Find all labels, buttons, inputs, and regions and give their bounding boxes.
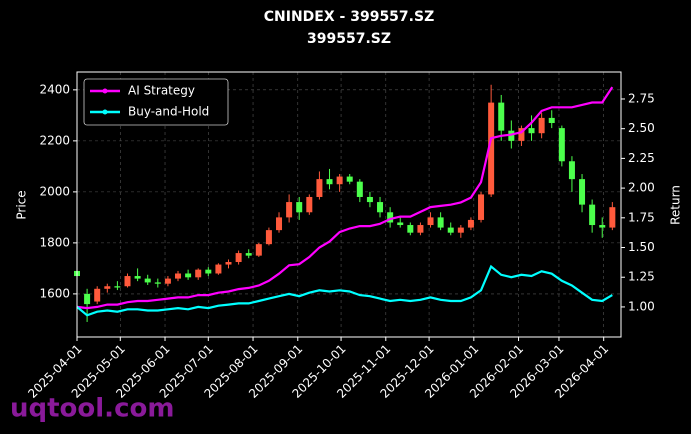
legend-label: Buy-and-Hold bbox=[128, 105, 209, 119]
candle-body bbox=[205, 269, 212, 274]
candle-body bbox=[346, 176, 353, 182]
candle-body bbox=[579, 179, 586, 205]
candle-body bbox=[104, 286, 111, 289]
y-tick-label: 1800 bbox=[39, 235, 70, 249]
candle-body bbox=[397, 222, 404, 226]
candle-body bbox=[508, 130, 515, 141]
y-tick-label: 1600 bbox=[39, 286, 70, 300]
candle-body bbox=[245, 253, 252, 256]
candle-body bbox=[356, 181, 363, 197]
candle-body bbox=[568, 161, 575, 180]
candle-body bbox=[427, 217, 434, 226]
candle-body bbox=[84, 293, 91, 305]
candle-body bbox=[276, 217, 283, 231]
candle-body bbox=[175, 273, 182, 279]
candle-body bbox=[114, 286, 121, 288]
y2-tick-label: 1.50 bbox=[628, 240, 655, 254]
candle-body bbox=[185, 273, 192, 278]
candle-body bbox=[478, 194, 485, 220]
legend-marker bbox=[102, 109, 108, 115]
candle-body bbox=[144, 278, 151, 283]
candle-body bbox=[326, 179, 333, 185]
candle-body bbox=[518, 128, 525, 141]
candle-body bbox=[286, 202, 293, 218]
chart-title: CNINDEX - 399557.SZ bbox=[264, 9, 434, 25]
y2-tick-label: 1.25 bbox=[628, 270, 655, 284]
candle-body bbox=[134, 276, 141, 279]
return-line bbox=[76, 264, 613, 317]
candle-body bbox=[417, 225, 424, 233]
candle-body bbox=[457, 227, 464, 233]
candle-body bbox=[195, 269, 202, 278]
return-line bbox=[76, 86, 614, 310]
candle-body bbox=[488, 102, 495, 195]
candle-body bbox=[306, 196, 313, 213]
candle-body bbox=[94, 288, 101, 302]
candle-body bbox=[467, 219, 474, 228]
y-tick-label: 2400 bbox=[39, 82, 70, 96]
candle-body bbox=[599, 225, 606, 228]
candle-body bbox=[265, 230, 272, 245]
candle-body bbox=[377, 202, 384, 213]
candle-body bbox=[558, 128, 565, 162]
candle-body bbox=[296, 202, 303, 213]
candle-body bbox=[366, 196, 373, 203]
y2-tick-label: 2.75 bbox=[628, 91, 655, 105]
candle-body bbox=[255, 244, 262, 256]
candle-body bbox=[447, 227, 454, 233]
candle-body bbox=[407, 225, 414, 233]
y2-tick-label: 1.75 bbox=[628, 210, 655, 224]
candle-body bbox=[548, 117, 555, 124]
candle-body bbox=[124, 276, 131, 287]
candle-body bbox=[498, 102, 505, 131]
candle-body bbox=[528, 128, 535, 134]
candle-body bbox=[609, 207, 616, 228]
legend-marker bbox=[102, 88, 108, 94]
candle-body bbox=[235, 253, 242, 263]
candle-body bbox=[437, 217, 444, 228]
candle-body bbox=[387, 212, 394, 223]
y2-tick-label: 2.00 bbox=[628, 181, 655, 195]
legend-label: AI Strategy bbox=[128, 84, 195, 98]
watermark: uqtool.com bbox=[10, 394, 174, 424]
y2-axis-label: Return bbox=[669, 185, 683, 225]
chart-subtitle: 399557.SZ bbox=[307, 31, 391, 47]
candle-body bbox=[336, 176, 343, 185]
y2-tick-label: 2.50 bbox=[628, 121, 655, 135]
y-tick-label: 2000 bbox=[39, 184, 70, 198]
candle-body bbox=[154, 282, 161, 284]
y-axis-label: Price bbox=[15, 190, 29, 219]
plot-frame bbox=[76, 71, 622, 338]
candle-body bbox=[215, 264, 222, 274]
candle-body bbox=[589, 204, 596, 226]
candle-body bbox=[164, 278, 171, 284]
candle-body bbox=[316, 179, 323, 197]
candle-body bbox=[225, 262, 232, 265]
candle-body bbox=[538, 117, 545, 134]
plot-area bbox=[74, 72, 621, 337]
y2-tick-label: 2.25 bbox=[628, 151, 655, 165]
y2-tick-label: 1.00 bbox=[628, 299, 655, 313]
y-tick-label: 2200 bbox=[39, 133, 70, 147]
